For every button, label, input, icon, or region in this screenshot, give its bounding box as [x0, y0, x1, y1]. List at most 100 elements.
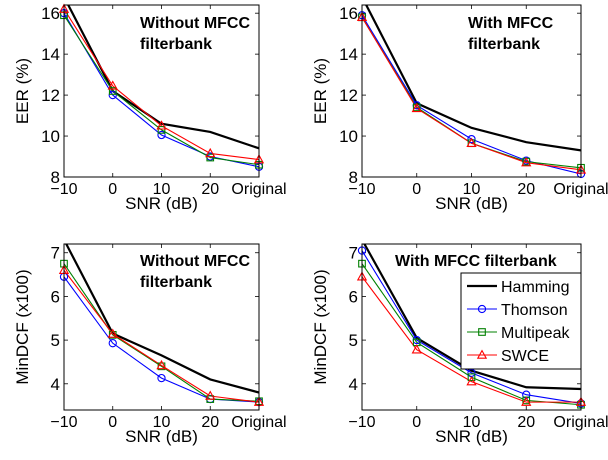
plot-frame	[361, 4, 582, 178]
y-tick-label: 5	[349, 331, 358, 350]
y-tick-label: 4	[349, 375, 358, 394]
x-tick-label: 20	[201, 181, 219, 198]
x-tick-label: 10	[153, 414, 171, 431]
x-tick-label: 0	[108, 414, 117, 431]
data-point-swce	[521, 157, 532, 167]
y-axis-label: MinDCF (x100)	[311, 269, 330, 384]
data-point-swce	[521, 396, 532, 406]
panel-annotation: filterbank	[140, 274, 212, 291]
series-line-swce	[64, 8, 259, 161]
y-axis-label: EER (%)	[13, 58, 32, 124]
data-point-swce	[205, 147, 216, 158]
x-tick-label: Original	[553, 414, 608, 431]
data-point-swce	[411, 102, 422, 113]
data-point-swce	[107, 328, 118, 338]
chart-panel-3: 4 5 6 7 −10 0 10 20 Original SNR (dB) MinDCF (x100…	[13, 243, 287, 446]
legend-label: Thomson	[501, 302, 568, 319]
x-tick-label: 10	[153, 181, 171, 198]
data-point-swce	[156, 120, 167, 130]
x-tick-label: 10	[463, 414, 481, 431]
y-tick-label: 5	[51, 331, 60, 350]
chart-panel-1: 8 10 12 14 16 −10 0 10 20 Original SNR (dB) EER (%)…	[13, 3, 287, 213]
data-point-swce	[466, 376, 477, 386]
x-tick-label: −10	[50, 414, 77, 431]
data-point-multipeak	[467, 373, 476, 382]
x-tick-label: Original	[231, 181, 286, 198]
data-point-thomson	[108, 339, 117, 348]
y-tick-label: 8	[349, 168, 358, 187]
x-tick-label: 10	[463, 181, 481, 198]
x-tick-label: 0	[108, 181, 117, 198]
y-tick-label: 14	[339, 45, 358, 64]
series-group	[64, 5, 259, 168]
legend-label: Hamming	[501, 279, 569, 296]
panel-annotation: Without MFCC	[140, 15, 250, 32]
x-tick-label: −10	[348, 181, 375, 198]
y-tick-label: 16	[41, 4, 60, 23]
x-tick-label: Original	[553, 181, 608, 198]
y-tick-label: 7	[51, 244, 60, 263]
y-tick-label: 8	[51, 168, 60, 187]
data-point-multipeak	[157, 126, 166, 134]
legend: Hamming Thomson Multipeak SWCE	[460, 272, 582, 370]
legend-marker	[477, 304, 487, 314]
x-tick-label: 20	[517, 181, 535, 198]
data-point-swce	[205, 390, 216, 400]
y-axis-label: MinDCF (x100)	[13, 269, 32, 384]
x-axis-label: SNR (dB)	[435, 427, 508, 446]
series-line-hamming	[363, 244, 581, 391]
x-tick-label: 20	[201, 414, 219, 431]
data-point-multipeak	[108, 87, 117, 95]
y-tick-label: 6	[51, 287, 60, 306]
data-point-swce	[107, 80, 118, 90]
data-point-thomson	[157, 373, 166, 383]
x-axis-label: SNR (dB)	[125, 194, 198, 213]
panel-annotation: filterbank	[140, 36, 212, 53]
data-point-swce	[466, 137, 477, 147]
data-point-multipeak	[206, 153, 215, 162]
series-line-multipeak	[64, 263, 259, 402]
x-tick-label: −10	[50, 181, 77, 198]
data-point-thomson	[157, 130, 166, 140]
plot-area	[362, 5, 581, 177]
y-tick-label: 12	[339, 86, 358, 105]
x-tick-label: 0	[412, 414, 421, 431]
data-point-thomson	[467, 134, 476, 144]
y-tick-label: 16	[339, 4, 358, 23]
data-point-swce	[156, 359, 167, 370]
x-tick-label: Original	[231, 414, 286, 431]
legend-label: Multipeak	[501, 325, 570, 342]
panel-annotation: filterbank	[468, 36, 540, 53]
data-point-swce	[411, 344, 422, 354]
plot-frame	[63, 4, 260, 178]
series-line-hamming	[65, 244, 259, 394]
plot-area	[64, 5, 259, 177]
legend-marker	[478, 328, 486, 336]
chart-panel-4: 4 5 6 7 −10 0 10 20 Original SNR (dB) MinDCF (x100…	[311, 243, 608, 446]
series-line-hamming	[364, 5, 581, 152]
series-line-thomson	[362, 250, 581, 404]
x-tick-label: 0	[412, 181, 421, 198]
y-axis-label: EER (%)	[311, 58, 330, 124]
plot-frame	[63, 243, 260, 411]
x-axis-label: SNR (dB)	[125, 427, 198, 446]
series-line-swce	[362, 276, 581, 403]
y-tick-label: 10	[339, 127, 358, 146]
y-tick-label: 10	[41, 127, 60, 146]
y-tick-label: 7	[349, 244, 358, 263]
data-point-thomson	[108, 90, 117, 100]
y-tick-label: 6	[349, 287, 358, 306]
y-tick-label: 12	[41, 86, 60, 105]
y-tick-label: 14	[41, 45, 60, 64]
x-axis-label: SNR (dB)	[435, 194, 508, 213]
x-tick-label: 20	[517, 414, 535, 431]
series-line-multipeak	[64, 14, 259, 166]
x-tick-label: −10	[348, 414, 375, 431]
panel-annotation: With MFCC	[468, 15, 554, 32]
legend-marker	[476, 349, 488, 359]
y-tick-label: 4	[51, 375, 60, 394]
panel-annotation: With MFCC filterbank	[395, 253, 557, 270]
panel-annotation: Without MFCC	[140, 253, 250, 270]
legend-label: SWCE	[501, 348, 549, 365]
